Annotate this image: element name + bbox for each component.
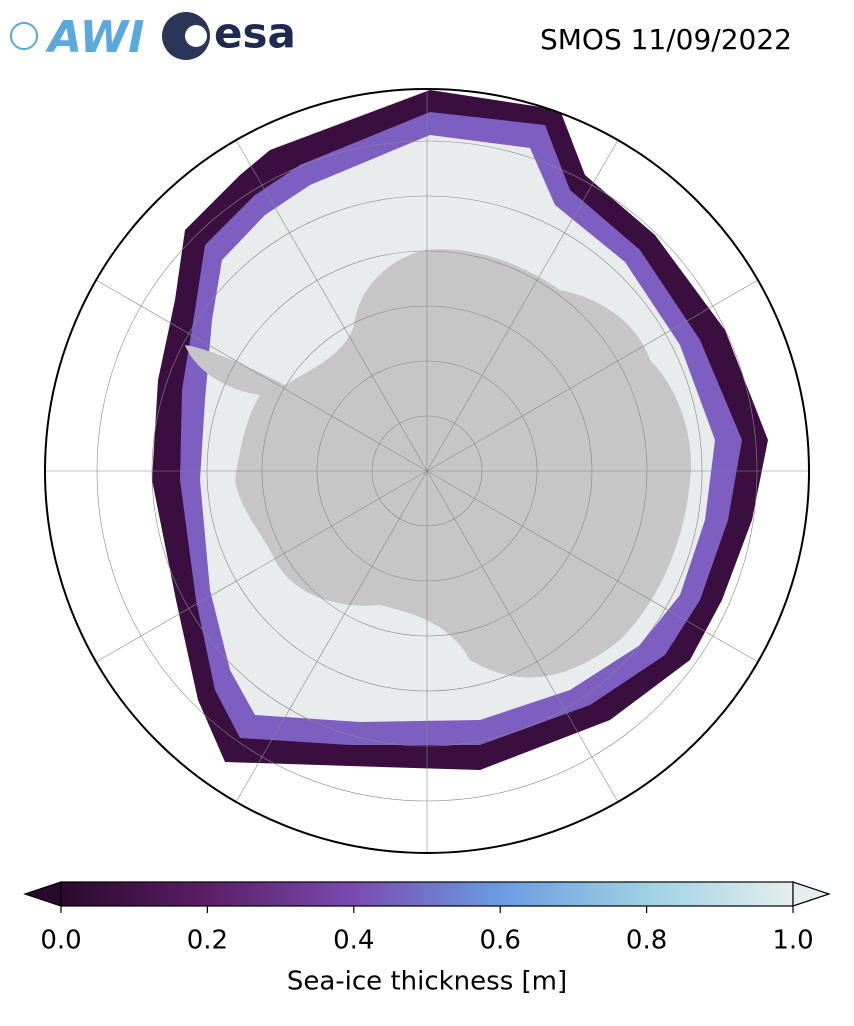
colorbar: 0.0 0.2 0.4 0.6 0.8 1.0	[23, 881, 831, 956]
colorbar-gradient	[60, 881, 794, 907]
colorbar-extend-high	[792, 881, 831, 907]
colorbar-extend-low	[23, 881, 62, 907]
map-boundary	[44, 88, 810, 854]
colorbar-tick-label: 0.6	[480, 926, 521, 956]
colorbar-tick-label: 0.8	[626, 926, 667, 956]
colorbar-label: Sea-ice thickness [m]	[287, 967, 567, 997]
colorbar-tick-label: 0.0	[40, 926, 81, 956]
logo-awi: AWI	[10, 12, 145, 63]
logo-text: AWI	[45, 12, 145, 63]
title: SMOS 11/09/2022	[540, 23, 792, 56]
continent	[185, 249, 691, 678]
logo-esa: esa	[162, 9, 296, 60]
colorbar-tick-label: 0.2	[187, 926, 228, 956]
colorbar-tick-label: 0.4	[333, 926, 374, 956]
colorbar-tick-label: 1.0	[772, 926, 813, 956]
map	[45, 89, 809, 853]
logo-text: esa	[214, 9, 296, 58]
